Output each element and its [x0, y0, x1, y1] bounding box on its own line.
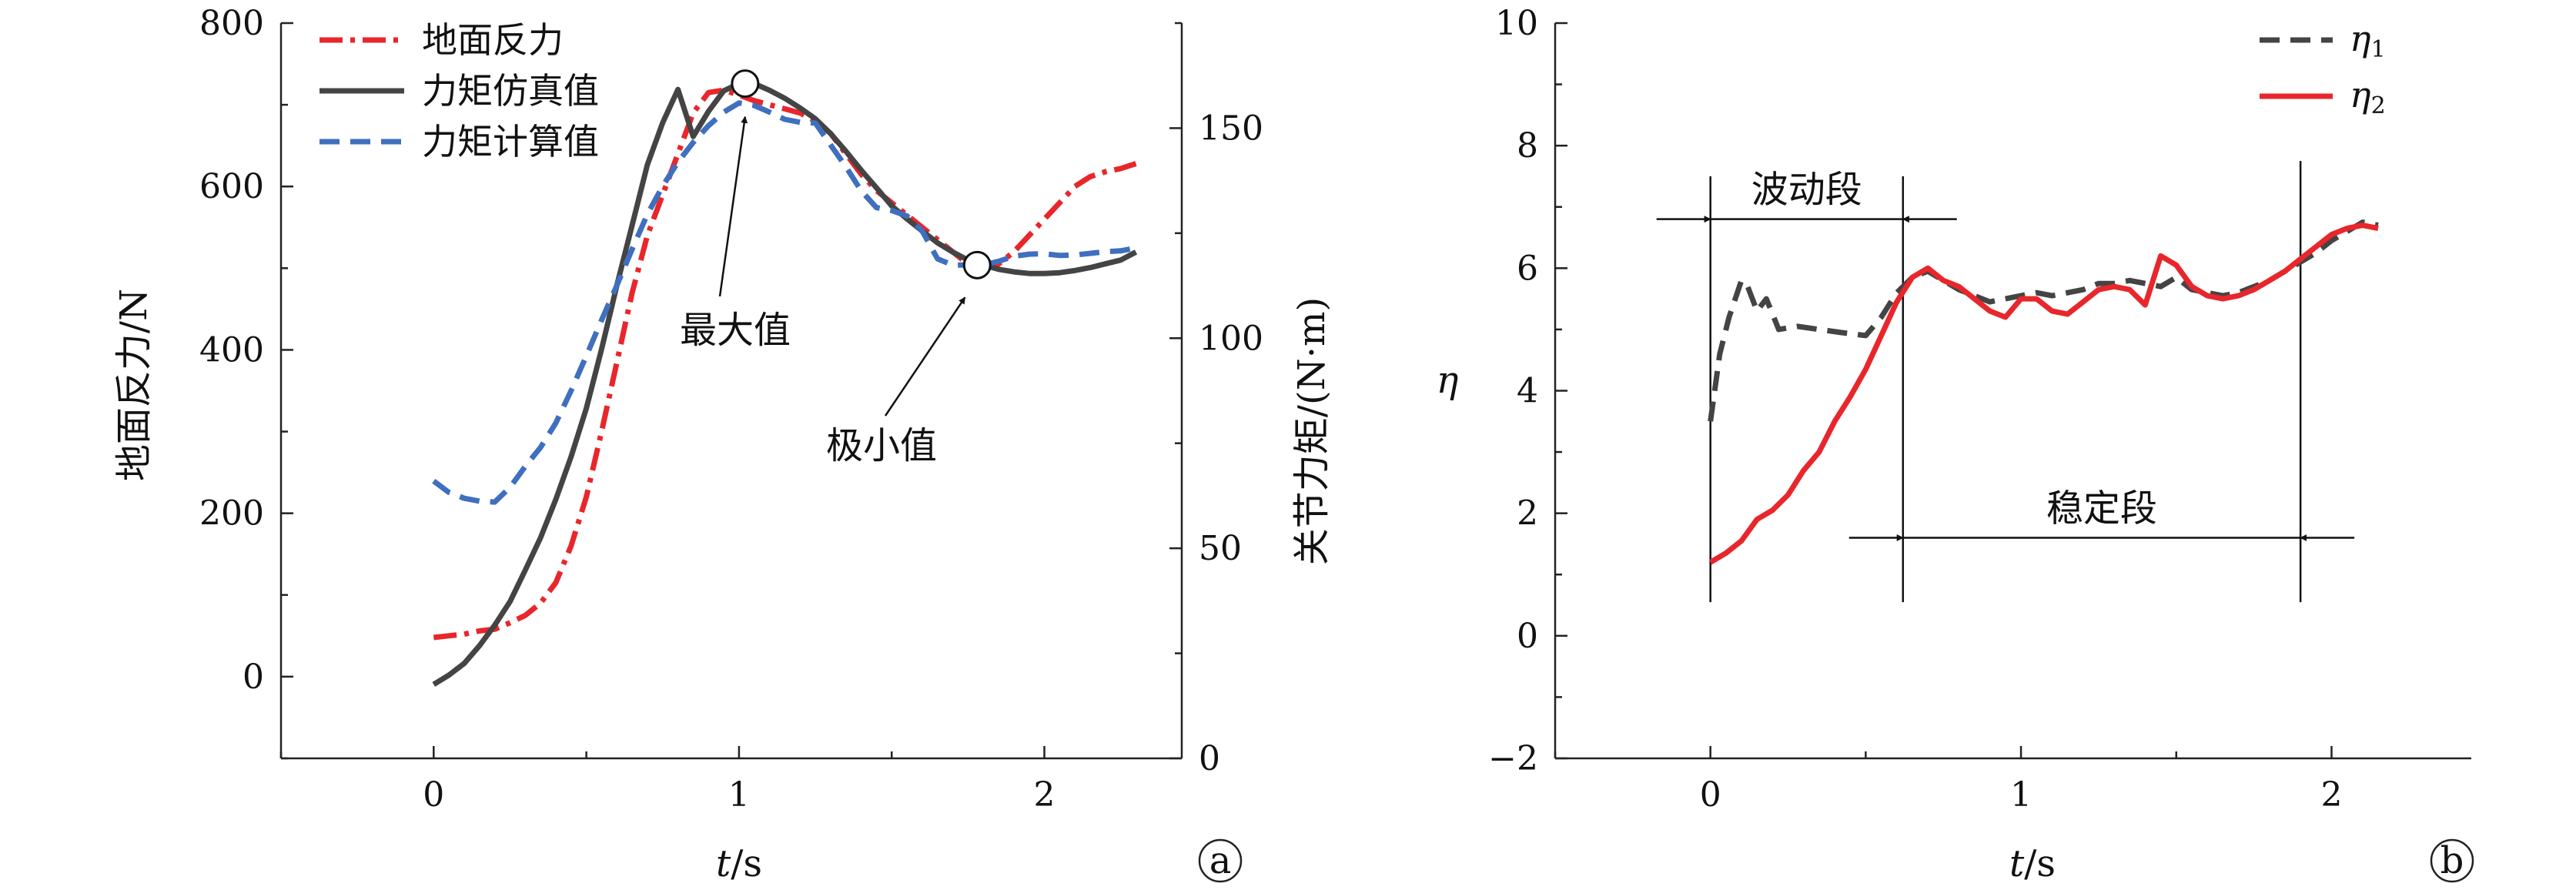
legend-eta2-symbol: η [2350, 74, 2371, 115]
panel-b-label-circle [2430, 838, 2474, 883]
series-line-eta1 [1708, 219, 2379, 422]
panel-a-markers [731, 69, 992, 279]
panel-b-series [1708, 219, 2379, 565]
annotation-arrow-1 [884, 296, 966, 417]
panel-b-x-label-unit: /s [2024, 842, 2056, 885]
panel-a-y2-tick-label: 150 [1199, 109, 1263, 148]
panel-a-y2-axis-label: 关节力矩/(N·m) [1290, 297, 1333, 565]
legend-label-eta2: η2 [2350, 74, 2386, 119]
panel-b-y-tick-label: 10 [1495, 4, 1538, 43]
panel-a-y-tick-label: 200 [199, 494, 264, 534]
panel-a-y-tick-label: 0 [243, 657, 264, 697]
panel-b-label: b [2430, 838, 2474, 883]
panel-a-x-axis-label: t/s [716, 842, 762, 885]
panel-b-y-tick-label: 2 [1517, 494, 1538, 534]
legend-label-torque-sim: 力矩仿真值 [422, 70, 599, 112]
panel-a-y2-tick-label: 0 [1199, 739, 1220, 778]
extreme-point-marker-0 [731, 69, 760, 99]
annotation-label-1: 极小值 [826, 424, 937, 467]
panel-a-label-text: a [1209, 839, 1232, 882]
legend-label-ground-reaction: 地面反力 [422, 19, 564, 61]
legend-eta2-sub: 2 [2371, 92, 2386, 119]
series-line-eta2 [1708, 222, 2379, 565]
panel-b-y-tick-label: 8 [1517, 126, 1538, 166]
panel-a-y-tick-label: 600 [199, 167, 264, 206]
series-line-0 [433, 87, 1137, 641]
panel-b-x-tick-label: 0 [1700, 775, 1721, 815]
panel-a-y2-tick-label: 50 [1199, 529, 1242, 568]
panel-a-x-tick-label: 1 [728, 775, 750, 815]
panel-a-label: a [1198, 838, 1243, 883]
legend-eta1-symbol: η [2350, 18, 2371, 59]
series-line-2 [432, 100, 1137, 505]
panel-a-y-tick-label: 800 [199, 4, 264, 43]
panel-b-x-label-var: t [2009, 842, 2025, 885]
span-label-1: 稳定段 [2046, 487, 2157, 530]
panel-a-legend: 地面反力 力矩仿真值 力矩计算值 [319, 19, 599, 162]
panel-a-axes [279, 23, 1183, 760]
panel-a-series [432, 81, 1138, 687]
panel-a-y2-tick-label: 100 [1199, 319, 1263, 358]
panel-a-x-label-var: t [716, 842, 731, 885]
panel-a-y-axis-label: 地面反力/N [112, 289, 156, 481]
panel-b-y-tick-label: 6 [1517, 249, 1538, 288]
panel-b-y-axis-label: η [1437, 359, 1459, 402]
panel-b-y-tick-label: 0 [1517, 617, 1538, 656]
panel-a-x-tick-label: 2 [1034, 775, 1055, 815]
legend-label-eta1: η1 [2350, 18, 2386, 63]
annotation-arrow-0 [718, 115, 748, 297]
series-line-1 [432, 81, 1138, 687]
panel-b-ticks: −2 0 2 4 6 8 10 0 1 2 [1488, 4, 2342, 815]
panel-b-legend: η1 η2 [2260, 18, 2386, 119]
legend-label-torque-calc: 力矩计算值 [422, 121, 599, 162]
panel-b-axes [1554, 23, 2471, 760]
panel-b-y-tick-label: 4 [1517, 372, 1538, 411]
span-label-0: 波动段 [1751, 169, 1862, 212]
panel-b-x-tick-label: 1 [2010, 775, 2032, 815]
panel-b-x-axis-label: t/s [2009, 842, 2056, 885]
panel-b-x-tick-label: 2 [2320, 775, 2342, 815]
extreme-point-marker-1 [962, 250, 992, 279]
panel-a-ticks: 0 200 400 600 800 0 50 100 150 0 1 2 [199, 4, 1263, 815]
panel-a-x-label-unit: /s [731, 842, 762, 885]
panel-b-y-tick-label: −2 [1488, 739, 1538, 778]
panel-a-y-tick-label: 400 [199, 330, 264, 370]
legend-eta1-sub: 1 [2371, 36, 2386, 63]
panel-b-label-text: b [2441, 839, 2464, 882]
panel-a-x-tick-label: 0 [423, 775, 444, 815]
annotation-label-0: 最大值 [680, 309, 791, 352]
panel-a-label-circle [1198, 838, 1243, 883]
